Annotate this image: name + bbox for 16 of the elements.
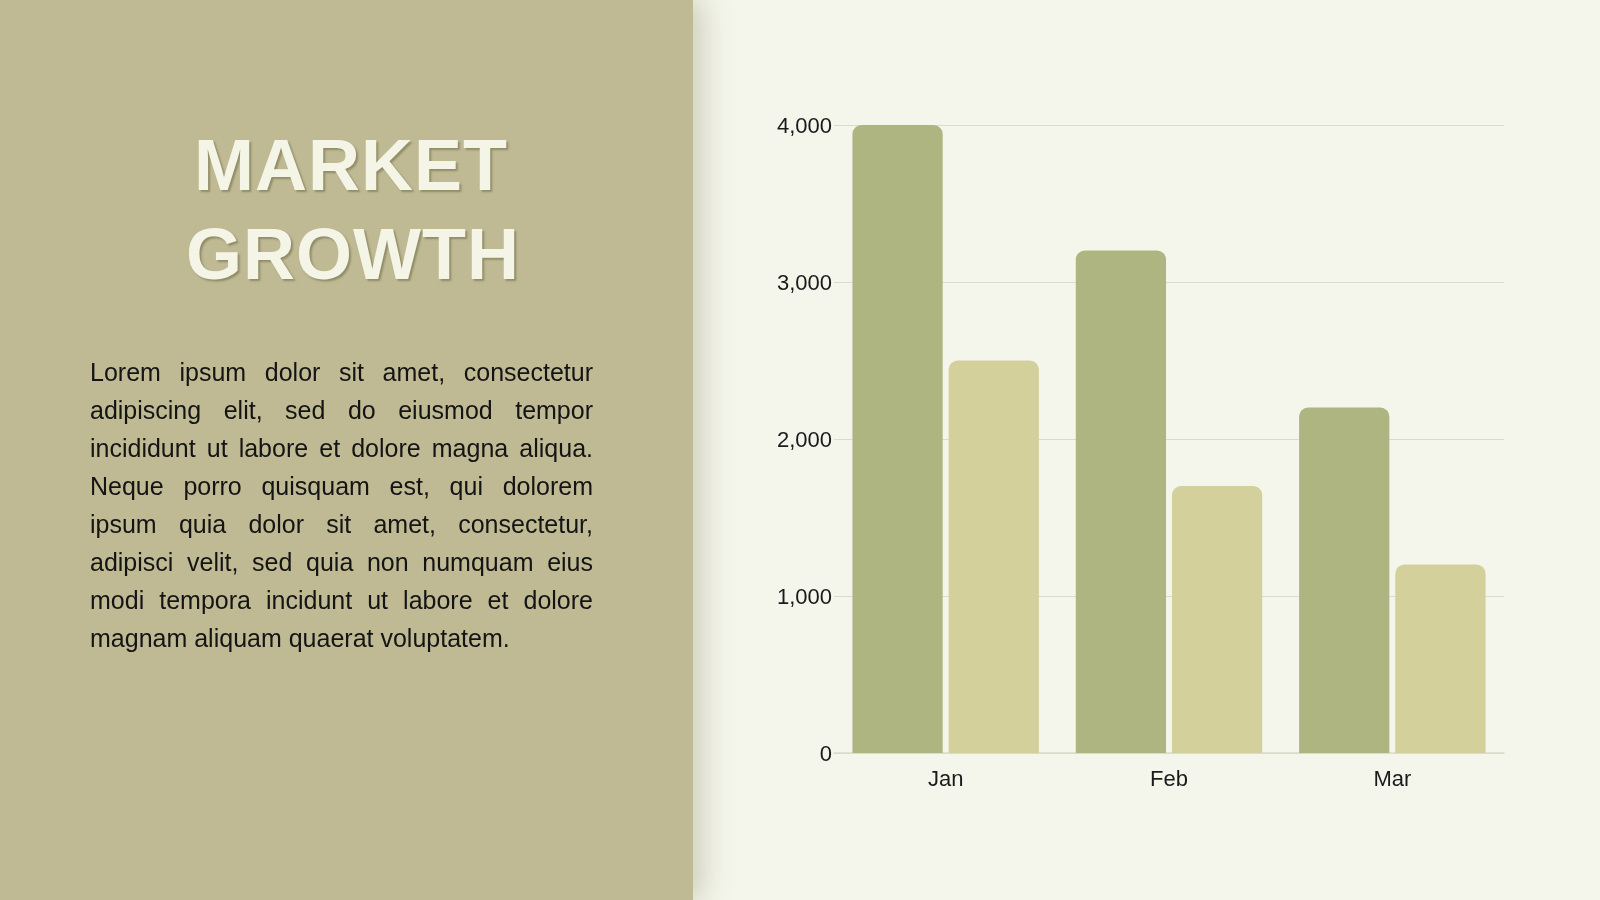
bar [948,360,1039,753]
bar [1075,250,1167,753]
bar [1171,486,1263,753]
text: Lorem ipsum dolor sit amet, consectetur adipiscing elit, sed do eiusmod tempor incididunt ut labore et dolore magna aliqua. Neque porro quisquam est, qui dolorem ipsum quia dolor sit amet, consectetur, adipisci velit, sed quia non numquam eius modi tempora incidunt ut labore et dolore magnam aliquam quaerat voluptatem. [90,357,593,654]
y-tick-label: 3,000 [776,269,832,295]
x-tick-label: Mar [1373,765,1412,791]
bar [852,125,943,753]
y-tick-label: 2,000 [776,426,832,452]
bar [1299,407,1390,753]
y-tick-label: 0 [819,740,832,766]
text: MARKET GROWTH [186,124,520,296]
x-tick-label: Jan [927,765,964,791]
y-tick-label: 4,000 [776,112,832,138]
y-tick-label: 1,000 [776,583,832,609]
bar [1395,564,1486,753]
x-tick-label: Feb [1150,765,1188,791]
